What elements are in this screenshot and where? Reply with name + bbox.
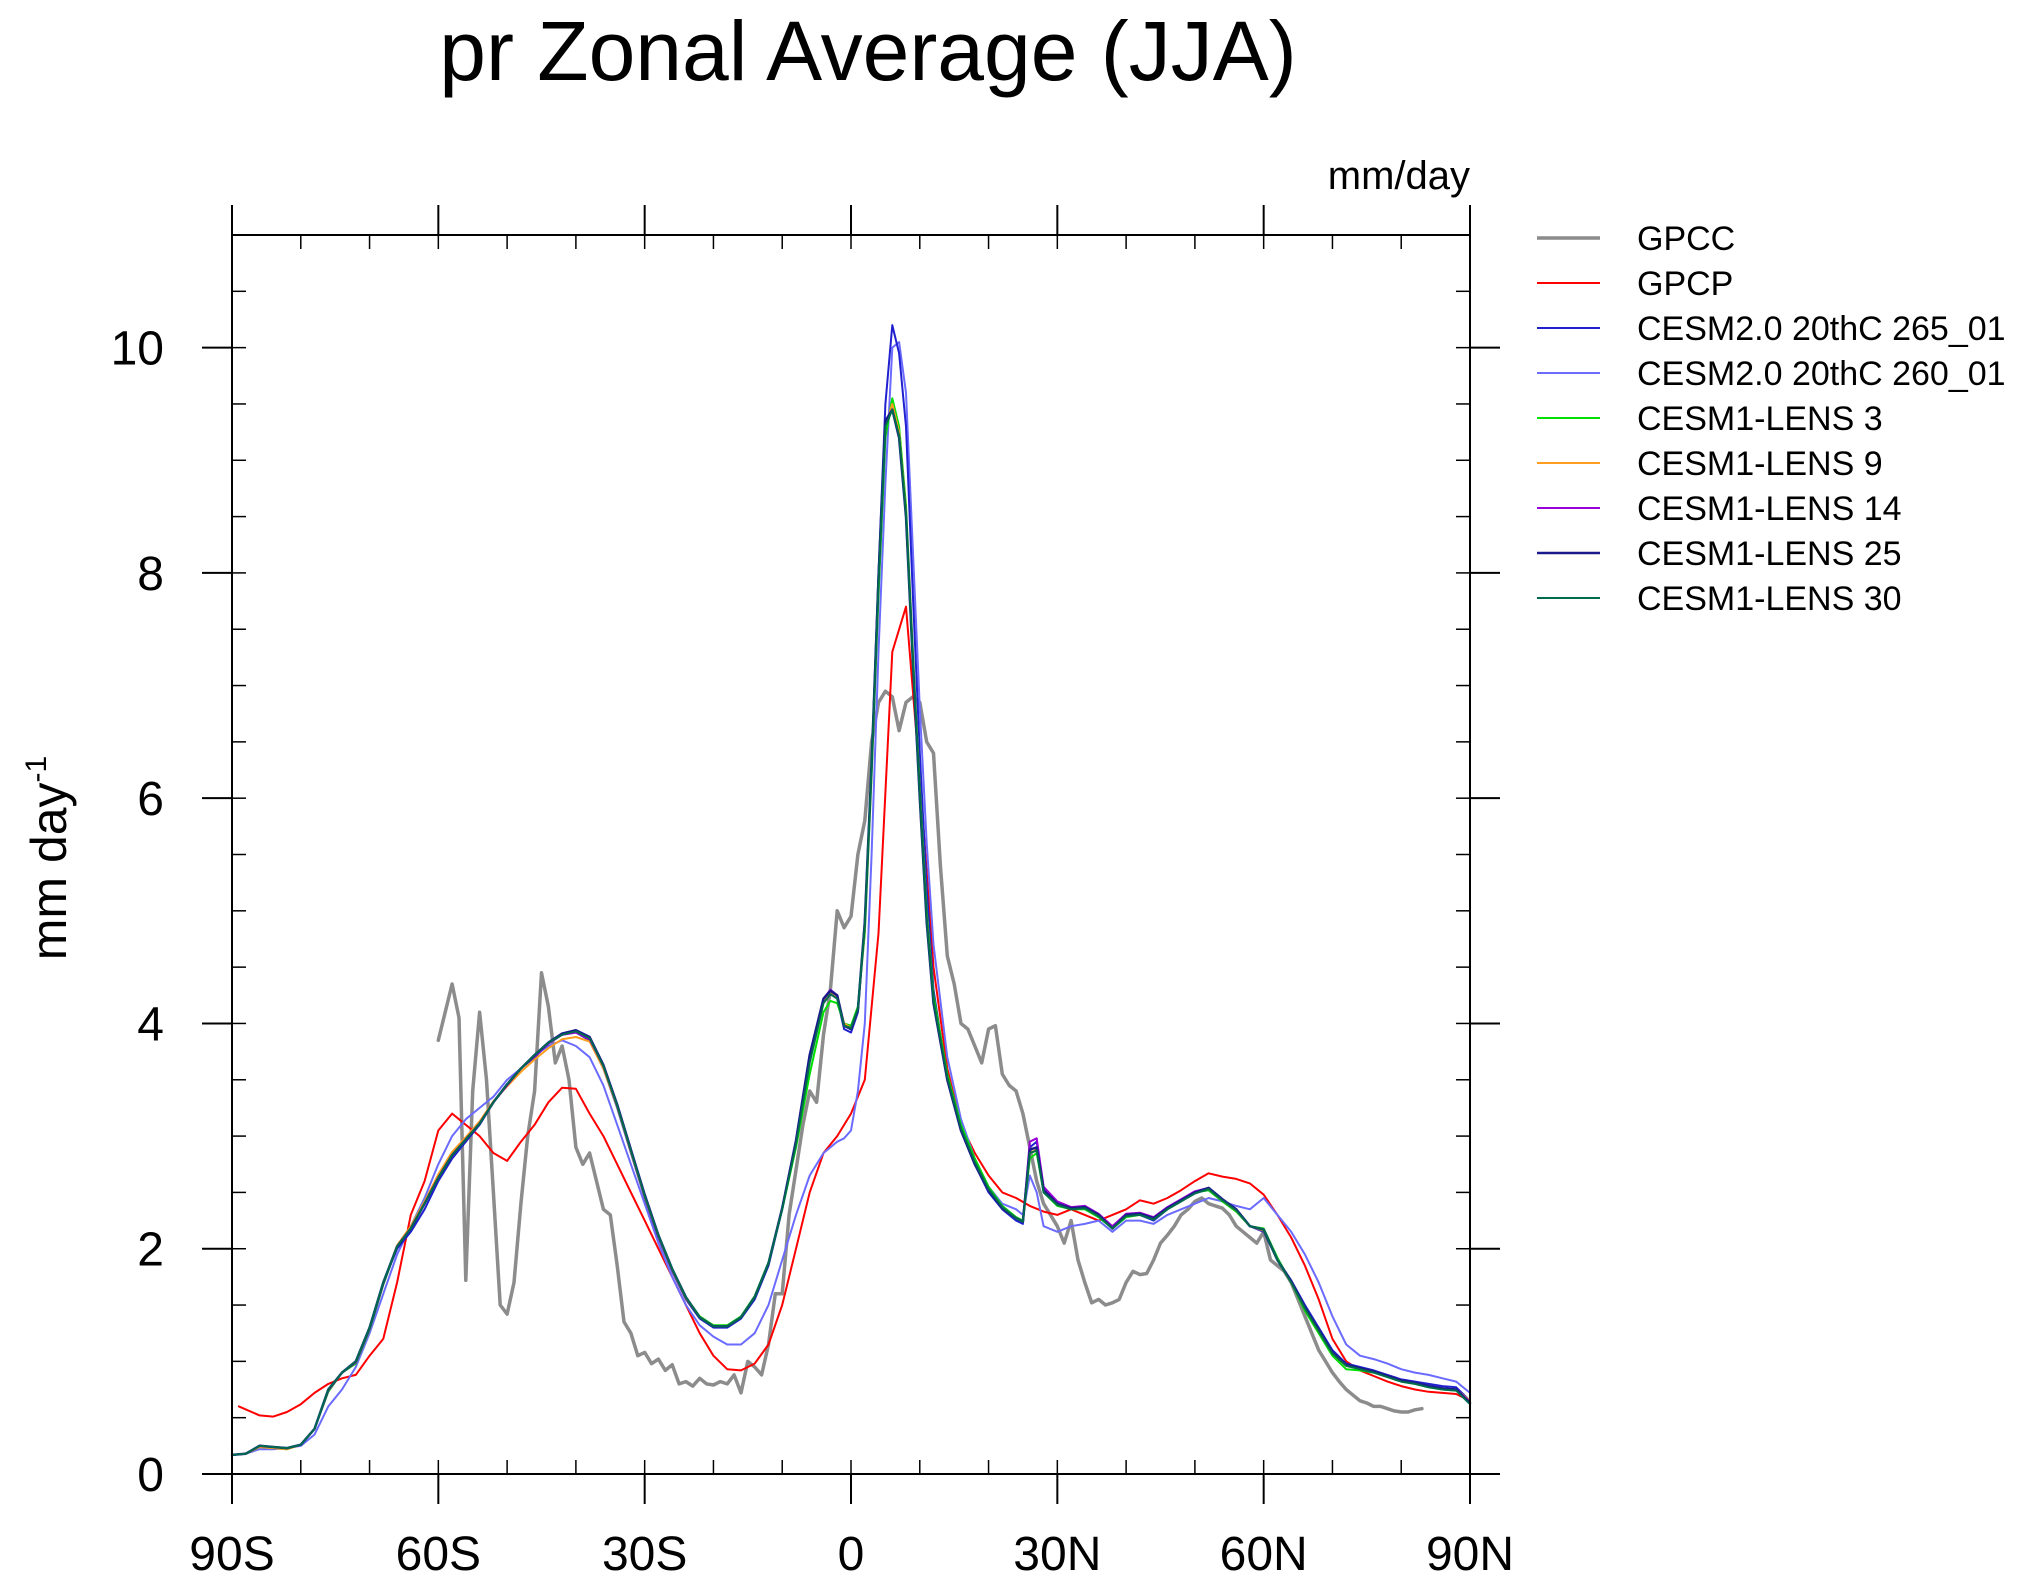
- x-tick-label: 30N: [1013, 1528, 1101, 1581]
- chart-title: pr Zonal Average (JJA): [439, 4, 1297, 98]
- series-line-cesm1-lens-30: [231, 408, 1471, 1456]
- series-line-cesm2-0-20thc-265-01: [231, 324, 1471, 1456]
- series-line-cesm1-lens-25: [230, 408, 1472, 1457]
- series-line-cesm1-lens-3: [231, 397, 1471, 1456]
- legend-label: CESM1-LENS 14: [1637, 490, 1902, 528]
- y-tick-labels: 0 2 4 6 8 10: [111, 323, 164, 1502]
- y-tick-label: 4: [137, 998, 164, 1051]
- series-line-cesm2-0-20thc-260-01: [231, 341, 1471, 1456]
- x-tick-label: 60N: [1220, 1528, 1308, 1581]
- data-series: [230, 324, 1472, 1457]
- legend-label: CESM1-LENS 9: [1637, 445, 1883, 483]
- legend-label: GPCC: [1637, 220, 1735, 258]
- series-line-gpcc: [436, 689, 1424, 1414]
- legend-label: CESM1-LENS 25: [1637, 535, 1902, 573]
- legend: GPCC GPCP CESM2.0 20thC 265_01 CESM2.0 20th…: [1537, 220, 2006, 618]
- series-line-cesm1-lens-14: [231, 408, 1471, 1456]
- legend-label: CESM1-LENS 30: [1637, 580, 1902, 618]
- y-tick-label: 6: [137, 773, 164, 826]
- y-axis-label: mm day-1: [20, 756, 77, 961]
- y-axis-label-base: mm day: [21, 782, 77, 960]
- series-line-gpcp: [237, 605, 1471, 1418]
- legend-label: CESM1-LENS 3: [1637, 400, 1883, 438]
- plot-frame: [231, 234, 1471, 1475]
- x-tick-label: 0: [838, 1528, 865, 1581]
- legend-label: CESM2.0 20thC 260_01: [1637, 355, 2006, 393]
- x-tick-label: 60S: [396, 1528, 481, 1581]
- y-tick-label: 10: [111, 323, 164, 376]
- legend-label: CESM2.0 20thC 265_01: [1637, 310, 2006, 348]
- axis-ticks: [202, 205, 1500, 1504]
- units-label: mm/day: [1328, 154, 1470, 198]
- x-tick-label: 30S: [602, 1528, 687, 1581]
- legend-label: GPCP: [1637, 265, 1733, 303]
- series-line-cesm1-lens-9: [231, 403, 1471, 1456]
- y-tick-label: 0: [137, 1449, 164, 1502]
- y-tick-label: 2: [137, 1224, 164, 1277]
- y-axis-label-exponent: -1: [20, 756, 53, 783]
- y-tick-label: 8: [137, 548, 164, 601]
- x-tick-labels: 90S 60S 30S 0 30N 60N 90N: [189, 1528, 1514, 1581]
- x-tick-label: 90N: [1426, 1528, 1514, 1581]
- x-tick-label: 90S: [189, 1528, 274, 1581]
